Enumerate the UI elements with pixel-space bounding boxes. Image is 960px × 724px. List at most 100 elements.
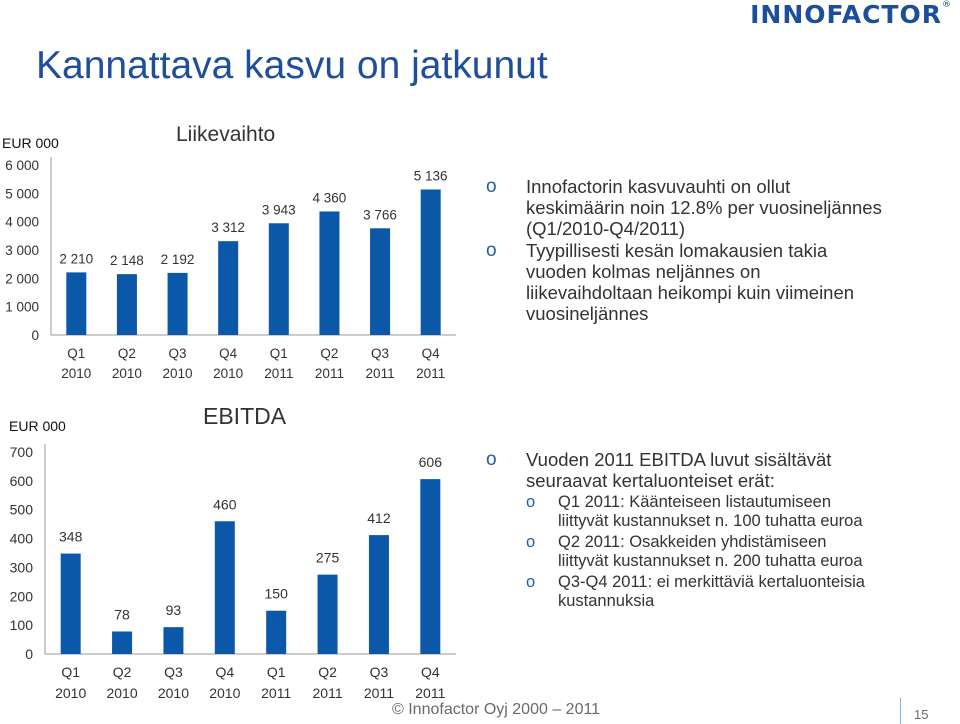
bar — [167, 272, 188, 335]
bullet-line: seuraavat kertaluonteiset erät: — [526, 470, 775, 491]
bullet-item: o Vuoden 2011 EBITDA luvut sisältävät se… — [486, 449, 936, 491]
x-tick-label: 2011 — [261, 685, 291, 701]
data-label: 150 — [265, 586, 289, 602]
bar — [420, 479, 441, 654]
y-tick-label: 600 — [10, 473, 34, 489]
bullet-line: liikevaihdoltaan heikompi kuin viimeinen — [526, 282, 855, 303]
bullet-line: liittyvät kustannukset n. 100 tuhatta eu… — [558, 512, 863, 530]
data-label: 3 312 — [211, 220, 245, 235]
bar — [268, 223, 289, 335]
bar — [319, 211, 340, 335]
bullet-line: keskimäärin noin 12.8% per vuosineljänne… — [526, 197, 882, 218]
bullet-line: Q2 2011: Osakkeiden yhdistämiseen — [558, 533, 827, 551]
x-tick-label: 2010 — [213, 366, 243, 381]
y-tick-label: 200 — [10, 588, 34, 604]
x-tick-label: Q1 — [270, 346, 288, 361]
bullet-line: Q3-Q4 2011: ei merkittäviä kertaluonteis… — [558, 573, 865, 591]
data-label: 5 136 — [414, 168, 448, 183]
y-unit-label: EUR 000 — [2, 135, 59, 151]
bar — [60, 553, 81, 654]
sub-bullet-item: o Q1 2011: Käänteiseen listautumiseen li… — [526, 493, 936, 531]
x-tick-label: Q4 — [215, 664, 234, 680]
x-tick-label: 2011 — [364, 685, 394, 701]
bar — [370, 228, 391, 335]
x-tick-label: Q3 — [169, 346, 187, 361]
chart-title: EBITDA — [203, 403, 287, 429]
bullet-line: Innofactorin kasvuvauhti on ollut — [526, 176, 791, 197]
sub-bullet-marker: o — [526, 533, 536, 551]
x-tick-label: Q1 — [67, 346, 85, 361]
data-label: 4 360 — [313, 190, 347, 205]
x-tick-label: 2010 — [158, 685, 189, 701]
data-label: 2 148 — [110, 253, 144, 268]
bar — [218, 241, 239, 335]
bullet-line: Q1 2011: Käänteiseen listautumiseen — [558, 493, 832, 511]
bar — [112, 631, 133, 654]
y-tick-label: 0 — [25, 646, 33, 662]
bar — [420, 189, 441, 335]
revenue-chart: Liikevaihto EUR 000 0 1 000 2 000 3 000 4 000 5… — [0, 120, 480, 385]
x-tick-label: Q3 — [164, 664, 183, 680]
bullet-line: vuosineljännes — [526, 303, 649, 324]
sub-bullet-item: o Q3-Q4 2011: ei merkittäviä kertaluonte… — [526, 573, 936, 611]
x-tick-label: 2011 — [313, 685, 343, 701]
bullet-line: (Q1/2010-Q4/2011) — [526, 218, 686, 239]
ebitda-chart: EBITDA EUR 000 0 100 200 300 400 500 600 700 348 Q1… — [0, 396, 480, 706]
bullet-line: kustannuksia — [558, 592, 655, 610]
bullet-marker: o — [486, 240, 497, 261]
data-label: 275 — [316, 550, 340, 566]
bullet-line: Vuoden 2011 EBITDA luvut sisältävät — [526, 449, 832, 470]
x-tick-label: Q3 — [370, 664, 389, 680]
revenue-chart-svg: Liikevaihto EUR 000 0 1 000 2 000 3 000 4 000 5… — [2, 123, 456, 381]
page-title: Kannattava kasvu on jatkunut — [36, 44, 548, 87]
data-label: 2 210 — [59, 251, 93, 266]
ebitda-chart-svg: EBITDA EUR 000 0 100 200 300 400 500 600 700 348 Q1… — [9, 403, 456, 701]
y-tick-label: 100 — [10, 617, 34, 633]
x-tick-label: Q4 — [421, 664, 440, 680]
data-label: 348 — [59, 529, 83, 545]
y-tick-label: 700 — [10, 444, 34, 460]
innofactor-logo: INNOFACTOR® — [750, 0, 952, 29]
x-tick-label: Q4 — [219, 346, 238, 361]
x-tick-label: Q2 — [320, 346, 338, 361]
bar — [116, 274, 137, 335]
x-tick-label: 2010 — [112, 366, 142, 381]
sub-bullet-marker: o — [526, 573, 536, 591]
bar — [317, 574, 338, 654]
x-tick-label: Q2 — [318, 664, 337, 680]
x-tick-label: 2011 — [416, 366, 445, 381]
data-label: 2 192 — [161, 252, 195, 267]
y-tick-label: 4 000 — [5, 215, 39, 230]
data-label: 3 943 — [262, 202, 296, 217]
data-label: 606 — [419, 454, 443, 470]
x-tick-label: Q1 — [61, 664, 80, 680]
bar — [266, 610, 287, 654]
x-tick-label: 2011 — [315, 366, 344, 381]
x-tick-label: 2011 — [415, 685, 445, 701]
page-number: 15 — [914, 707, 929, 722]
x-tick-label: Q4 — [422, 346, 441, 361]
sub-bullet-item: o Q2 2011: Osakkeiden yhdistämiseen liit… — [526, 533, 936, 571]
bullet-item: o Tyypillisesti kesän lomakausien takia … — [486, 240, 926, 324]
x-tick-label: 2010 — [61, 366, 91, 381]
revenue-commentary: o Innofactorin kasvuvauhti on ollut kesk… — [486, 176, 926, 324]
ebitda-commentary: o Vuoden 2011 EBITDA luvut sisältävät se… — [486, 449, 936, 611]
data-label: 93 — [166, 602, 182, 618]
y-tick-label: 6 000 — [5, 158, 39, 173]
bullet-line: vuoden kolmas neljännes on — [526, 261, 761, 282]
y-tick-label: 300 — [10, 559, 34, 575]
y-tick-label: 3 000 — [5, 243, 39, 258]
data-label: 78 — [114, 606, 130, 622]
data-label: 412 — [367, 510, 391, 526]
y-tick-label: 2 000 — [5, 271, 39, 286]
footer-copyright: © Innofactor Oyj 2000 – 2011 — [392, 701, 601, 718]
x-tick-label: 2010 — [163, 366, 193, 381]
bar — [214, 521, 235, 654]
x-tick-label: 2010 — [55, 685, 86, 701]
x-tick-label: Q1 — [267, 664, 286, 680]
bar — [163, 627, 184, 654]
x-tick-label: 2011 — [366, 366, 395, 381]
bar — [368, 535, 389, 654]
x-tick-label: Q3 — [371, 346, 389, 361]
data-label: 460 — [213, 496, 237, 512]
